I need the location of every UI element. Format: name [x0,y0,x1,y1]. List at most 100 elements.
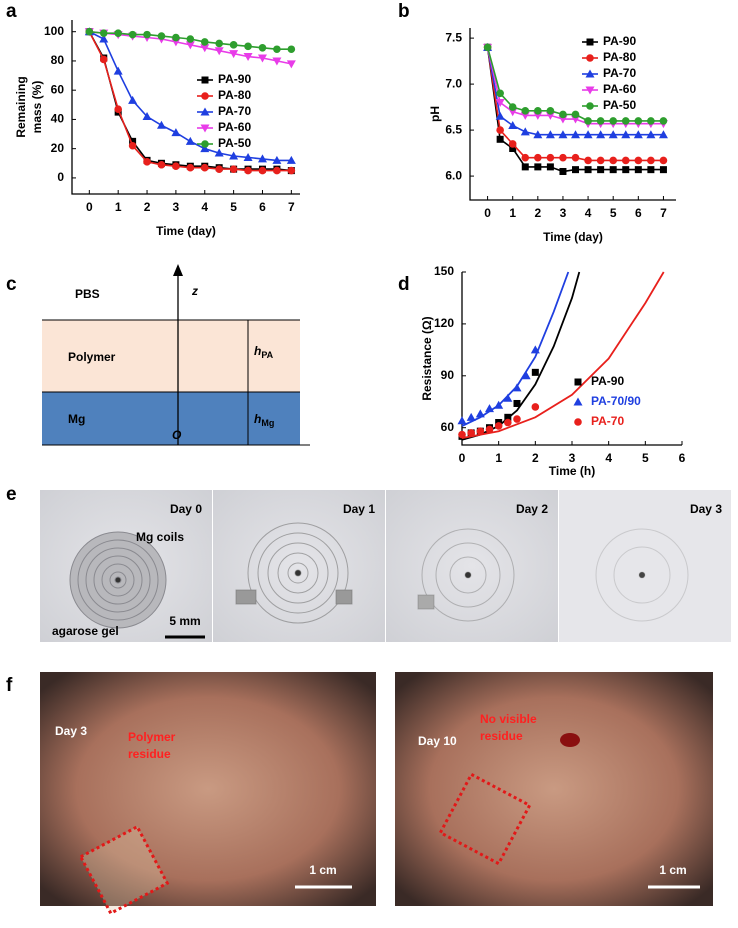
legend-marker [574,378,582,386]
legend-marker [585,69,595,78]
photo [559,490,731,642]
polymer-layer [42,320,300,392]
data-point [545,130,555,139]
x-tick-label: 2 [144,200,151,214]
x-tick-label: 3 [569,451,576,465]
data-point [142,112,152,121]
data-point [128,95,138,104]
x-tick-label: 0 [86,200,93,214]
data-point [200,38,209,46]
data-point [99,29,108,37]
x-tick-label: 4 [605,451,612,465]
data-point [185,136,195,145]
data-point [244,166,252,175]
photo [213,490,385,642]
panel-label: b [398,1,410,22]
legend-marker [586,102,594,110]
data-point [634,117,643,125]
data-point [504,418,512,427]
legend-label: PA-90 [603,34,636,48]
data-point [172,162,180,171]
data-point [508,120,518,129]
data-point [646,130,656,139]
data-point [634,156,643,165]
legend-label: PA-90 [591,374,624,388]
data-point [467,429,475,437]
data-point [272,57,282,66]
data-point [157,160,166,169]
data-point [229,151,239,160]
x-tick-label: 6 [679,451,686,465]
thickness-label: hMg [254,412,274,428]
data-point [287,45,296,54]
note: residue [128,747,171,761]
layer-diagram: PBS z Polymer Mg O hPA hMg [42,264,310,446]
medium-label: PBS [75,287,100,301]
data-point [647,117,655,125]
data-point [659,117,668,125]
data-point [584,156,592,165]
layer-label: Mg [68,412,85,426]
data-point [99,34,109,43]
data-point [520,111,530,120]
data-point [257,154,267,163]
data-point [531,403,540,411]
data-point [508,108,518,117]
data-point [559,167,567,175]
data-point [534,153,542,162]
legend-marker [573,397,583,406]
data-point [215,39,223,48]
roi-box [78,824,170,916]
data-point [273,45,281,54]
coil [417,528,515,622]
day-label: Day 3 [690,502,722,516]
note: No visible [480,712,537,726]
data-point [114,105,122,113]
legend-marker [201,92,209,100]
axis-label: z [191,284,198,298]
y-tick-label: 60 [441,420,455,434]
x-axis-label: Time (day) [543,230,603,244]
data-point [243,152,253,161]
y-tick-label: 0 [57,170,64,184]
data-point [571,110,580,119]
data-point [520,127,530,136]
data-point [533,130,543,139]
data-point [229,50,239,59]
x-tick-label: 0 [484,206,491,220]
data-point [286,155,296,164]
legend-marker [586,54,594,62]
data-point [287,166,296,175]
coil [69,531,167,629]
data-point [596,117,605,125]
legend-marker [200,124,210,133]
data-point [571,130,581,139]
data-point [85,27,94,36]
data-point [546,163,554,171]
panel-label: e [6,484,17,505]
legend-label: PA-60 [218,120,251,134]
data-point [157,32,166,40]
legend-marker [201,76,209,84]
data-point [99,55,108,64]
roi-box [438,772,532,866]
coil-label: Mg coils [136,530,184,544]
data-point [496,89,504,98]
x-tick-label: 7 [660,206,667,220]
data-point [485,404,494,413]
arrow-head [173,264,183,276]
data-point [609,166,617,174]
data-point [172,33,180,42]
day-label: Day 10 [418,734,457,748]
data-point [508,103,517,111]
coil [595,528,689,622]
data-point [609,117,617,125]
data-point [128,141,137,150]
legend-marker [585,86,595,95]
thickness-label: hPA [254,344,274,360]
y-axis-label: pH [428,106,442,122]
data-point [495,99,505,108]
data-point [546,153,555,162]
legend-marker [574,418,582,426]
data-point [200,44,210,53]
